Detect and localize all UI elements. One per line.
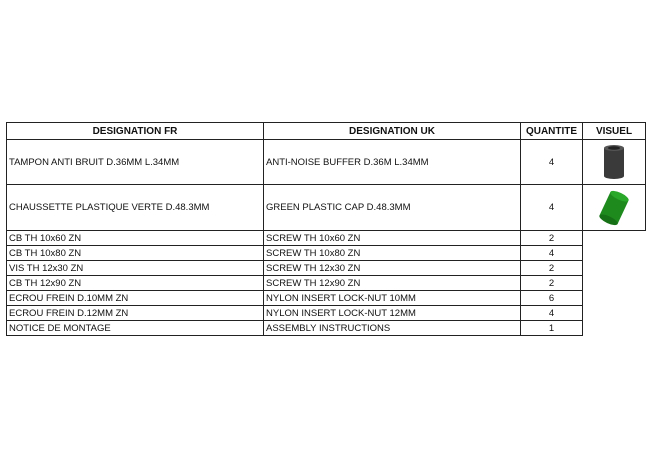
quantity-cell: 1: [520, 320, 583, 336]
designation-uk-cell: SCREW TH 10x60 ZN: [263, 230, 521, 246]
header-quantity: QUANTITE: [520, 122, 583, 140]
quantity-cell: 6: [520, 290, 583, 306]
designation-uk-cell: SCREW TH 10x80 ZN: [263, 245, 521, 261]
designation-fr-cell: CHAUSSETTE PLASTIQUE VERTE D.48.3MM: [6, 184, 264, 231]
designation-uk-cell: NYLON INSERT LOCK-NUT 10MM: [263, 290, 521, 306]
designation-fr-cell: VIS TH 12x30 ZN: [6, 260, 264, 276]
designation-uk-cell: ANTI-NOISE BUFFER D.36M L.34MM: [263, 139, 521, 185]
quantity-cell: 4: [520, 305, 583, 321]
designation-fr-cell: CB TH 12x90 ZN: [6, 275, 264, 291]
designation-uk-cell: SCREW TH 12x90 ZN: [263, 275, 521, 291]
quantity-cell: 2: [520, 230, 583, 246]
designation-fr-cell: ECROU FREIN D.12MM ZN: [6, 305, 264, 321]
header-designation-fr: DESIGNATION FR: [6, 122, 264, 140]
quantity-cell: 4: [520, 245, 583, 261]
visual-cell: [582, 184, 646, 231]
quantity-cell: 2: [520, 260, 583, 276]
designation-fr-cell: CB TH 10x60 ZN: [6, 230, 264, 246]
designation-fr-cell: TAMPON ANTI BRUIT D.36MM L.34MM: [6, 139, 264, 185]
quantity-cell: 2: [520, 275, 583, 291]
designation-uk-cell: NYLON INSERT LOCK-NUT 12MM: [263, 305, 521, 321]
designation-fr-cell: NOTICE DE MONTAGE: [6, 320, 264, 336]
header-visual: VISUEL: [582, 122, 646, 140]
designation-fr-cell: ECROU FREIN D.10MM ZN: [6, 290, 264, 306]
quantity-cell: 4: [520, 139, 583, 185]
green-plastic-cap-icon: [599, 190, 629, 225]
designation-fr-cell: CB TH 10x80 ZN: [6, 245, 264, 261]
designation-uk-cell: GREEN PLASTIC CAP D.48.3MM: [263, 184, 521, 231]
designation-uk-cell: SCREW TH 12x30 ZN: [263, 260, 521, 276]
visual-cell: [582, 139, 646, 185]
header-designation-uk: DESIGNATION UK: [263, 122, 521, 140]
black-cylinder-buffer-icon: [604, 145, 624, 179]
designation-uk-cell: ASSEMBLY INSTRUCTIONS: [263, 320, 521, 336]
quantity-cell: 4: [520, 184, 583, 231]
